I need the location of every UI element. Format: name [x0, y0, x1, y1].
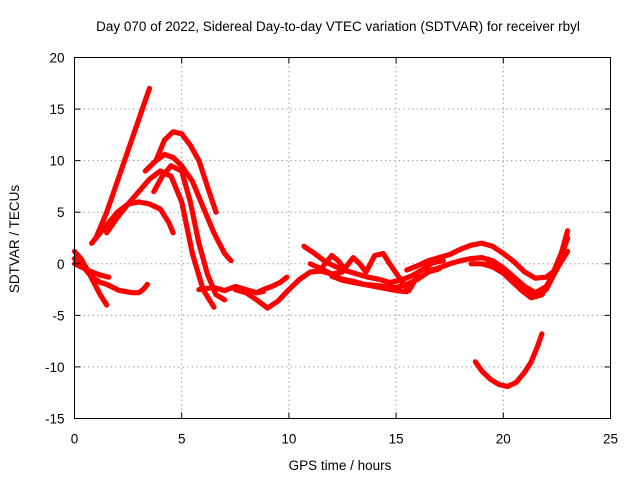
x-tick-label: 15	[389, 432, 404, 447]
series-arc-5	[89, 199, 176, 246]
series-arc-10	[196, 283, 266, 296]
series-arc-16	[329, 273, 410, 295]
series-arc-4	[93, 85, 153, 241]
y-tick-label: 20	[49, 51, 64, 66]
series-arc-3	[71, 248, 110, 308]
y-tick-label: -15	[45, 412, 65, 427]
x-tick-label: 5	[178, 432, 186, 447]
axis-ticks: 0 5 10 15 20 25 -15 -10 -5 0 5 10 15 20	[45, 51, 618, 447]
series-arc-8	[153, 129, 219, 215]
series-arc-21	[472, 331, 545, 390]
x-tick-label: 20	[496, 432, 511, 447]
y-tick-label: -5	[52, 308, 64, 323]
y-tick-label: 15	[49, 102, 64, 117]
x-axis-label: GPS time / hours	[289, 458, 392, 473]
y-tick-label: -10	[45, 360, 65, 375]
plot-frame	[74, 57, 611, 419]
series-arc-7	[142, 151, 234, 264]
y-tick-label: 5	[57, 205, 65, 220]
grid-lines	[74, 57, 611, 419]
series-arc-15	[318, 250, 421, 294]
y-tick-label: 10	[49, 154, 64, 169]
series-arc-20	[485, 235, 571, 301]
series-arc-6	[104, 168, 217, 310]
y-tick-label: 0	[57, 257, 65, 272]
y-axis-label: SDTVAR / TECUs	[7, 185, 22, 294]
data-series-group	[71, 85, 571, 390]
series-arc-2	[71, 261, 112, 280]
x-tick-label: 0	[71, 432, 79, 447]
series-arc-17	[404, 240, 571, 281]
x-tick-label: 10	[281, 432, 296, 447]
x-tick-label: 25	[603, 432, 618, 447]
series-arc-12	[254, 274, 290, 296]
chart-title: Day 070 of 2022, Sidereal Day-to-day VTE…	[96, 19, 580, 34]
